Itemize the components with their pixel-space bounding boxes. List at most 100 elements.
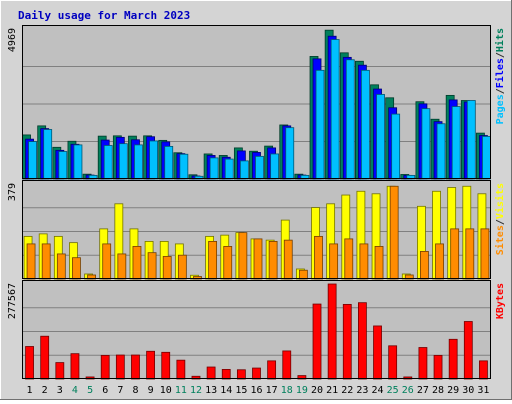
panel-top-legend-part: / (495, 52, 506, 58)
bar-pages-day-14 (224, 158, 234, 180)
bar-sites-day-13 (208, 241, 218, 280)
bar-sites-day-15 (238, 232, 248, 280)
bar-sites-day-6 (102, 243, 112, 280)
bar-kbytes-day-21 (327, 283, 337, 380)
panel-middle: 379 Sites/Visits (7, 180, 506, 280)
bar-kbytes-day-10 (161, 351, 171, 380)
x-tick-label-day-20: 20 (311, 385, 323, 396)
bar-sites-day-23 (359, 243, 369, 280)
bar-sites-day-30 (465, 228, 475, 280)
bar-sites-day-19 (298, 269, 308, 280)
bar-pages-day-27 (421, 108, 431, 180)
bar-kbytes-day-24 (373, 325, 382, 380)
panel-middle-legend-part: / (495, 219, 506, 225)
x-tick-label-day-8: 8 (132, 385, 138, 396)
bar-kbytes-day-28 (433, 354, 443, 380)
x-tick-label-day-12: 12 (190, 385, 202, 396)
bar-sites-day-21 (329, 243, 339, 280)
bar-sites-day-27 (420, 251, 429, 280)
x-tick-label-day-10: 10 (160, 385, 172, 396)
bar-sites-day-9 (147, 252, 157, 280)
bar-kbytes-day-29 (448, 338, 458, 380)
bar-kbytes-day-15 (236, 369, 246, 380)
x-tick-label-day-1: 1 (27, 385, 33, 396)
x-tick-label-day-19: 19 (296, 385, 308, 396)
bar-kbytes-day-1 (25, 346, 34, 380)
bar-kbytes-day-17 (267, 360, 277, 380)
bar-sites-day-4 (72, 257, 81, 280)
bar-pages-day-11 (179, 153, 189, 180)
bar-pages-day-16 (255, 155, 264, 180)
panel-top-max-label: 4969 (7, 28, 18, 52)
bar-kbytes-day-2 (40, 335, 50, 380)
x-tick-label-day-3: 3 (57, 385, 63, 396)
bar-sites-day-11 (177, 254, 187, 280)
x-tick-label-day-9: 9 (148, 385, 154, 396)
bar-pages-day-31 (482, 136, 491, 180)
panel-bottom-max-label: 277567 (7, 283, 18, 319)
bar-pages-day-24 (376, 94, 385, 180)
x-tick-label-day-14: 14 (220, 385, 232, 396)
panel-top-legend-part: Files (494, 58, 506, 88)
bar-pages-day-13 (209, 157, 219, 180)
x-tick-label-day-28: 28 (432, 385, 444, 396)
bar-pages-day-15 (239, 160, 249, 180)
panel-middle-legend-part: Sites (494, 225, 506, 255)
bar-sites-day-25 (389, 185, 399, 280)
bar-pages-day-21 (330, 39, 340, 180)
bar-kbytes-day-27 (418, 347, 428, 380)
bar-sites-day-7 (117, 253, 127, 280)
bar-sites-day-29 (450, 228, 460, 280)
x-tick-label-day-11: 11 (175, 385, 187, 396)
x-tick-label-day-7: 7 (117, 385, 123, 396)
panel-top-legend-part: / (495, 88, 506, 94)
bar-pages-day-1 (28, 141, 37, 180)
bar-kbytes-day-18 (282, 350, 292, 380)
panel-middle-max-label: 379 (7, 183, 18, 201)
bar-sites-day-8 (132, 246, 142, 280)
x-tick-label-day-29: 29 (447, 385, 459, 396)
bar-pages-day-9 (149, 140, 158, 180)
bar-kbytes-day-6 (100, 354, 110, 380)
bar-sites-day-20 (314, 235, 323, 280)
x-tick-label-day-24: 24 (372, 385, 384, 396)
bar-pages-day-2 (43, 129, 53, 180)
x-tick-label-day-5: 5 (87, 385, 93, 396)
bar-kbytes-day-22 (342, 303, 352, 380)
bar-pages-day-29 (451, 106, 461, 180)
bar-kbytes-day-8 (131, 354, 140, 380)
x-tick-label-day-16: 16 (250, 385, 262, 396)
bar-kbytes-day-31 (479, 360, 488, 380)
bar-kbytes-day-4 (70, 353, 80, 380)
x-tick-label-day-21: 21 (326, 385, 338, 396)
bar-sites-day-24 (374, 246, 384, 280)
bar-pages-day-30 (466, 100, 476, 180)
panel-middle-border (22, 180, 491, 279)
panel-middle-legend-label: Sites/Visits (494, 183, 506, 255)
x-tick-label-day-18: 18 (281, 385, 293, 396)
bar-pages-day-18 (285, 127, 295, 180)
x-tick-label-day-15: 15 (235, 385, 247, 396)
bar-kbytes-day-7 (115, 354, 125, 380)
panel-bottom: 277567 KBytes (7, 280, 506, 380)
x-tick-label-day-25: 25 (387, 385, 399, 396)
bar-sites-day-14 (223, 246, 233, 280)
bar-pages-day-25 (391, 113, 401, 180)
bar-kbytes-day-11 (176, 359, 186, 380)
x-tick-label-day-30: 30 (462, 385, 474, 396)
bar-sites-day-3 (56, 253, 66, 280)
bar-sites-day-31 (480, 228, 490, 280)
bar-pages-day-8 (134, 144, 143, 180)
bar-sites-day-16 (253, 238, 263, 280)
x-tick-label-day-23: 23 (356, 385, 368, 396)
bar-pages-day-28 (436, 123, 446, 180)
bar-kbytes-day-30 (463, 321, 473, 380)
bar-sites-day-1 (26, 243, 36, 280)
bar-pages-day-23 (361, 69, 370, 180)
chart-title: Daily usage for March 2023 (18, 9, 190, 22)
x-tick-label-day-13: 13 (205, 385, 217, 396)
panel-top-legend-part: Pages (495, 94, 506, 124)
